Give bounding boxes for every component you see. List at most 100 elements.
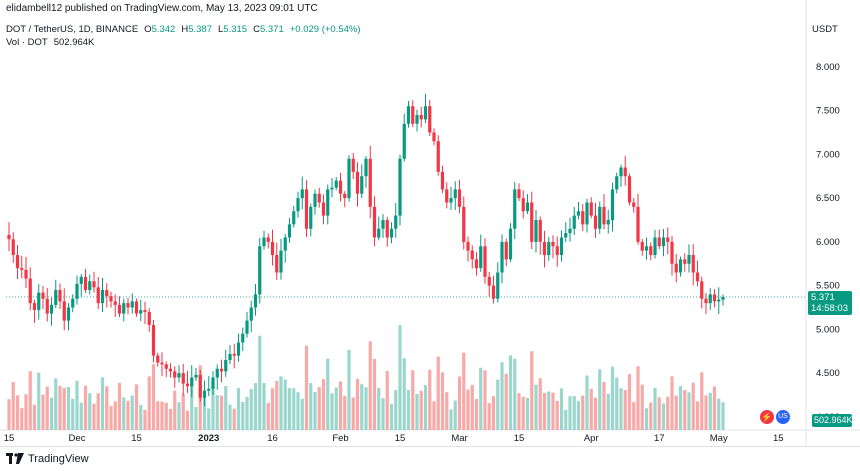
tradingview-logo[interactable]: TradingView bbox=[6, 453, 89, 465]
volume-bar bbox=[147, 376, 151, 430]
volume-bar bbox=[615, 377, 619, 430]
volume-bar bbox=[151, 364, 156, 430]
candle-body bbox=[347, 158, 351, 199]
candle-body bbox=[270, 241, 275, 255]
candle-body bbox=[712, 294, 717, 302]
volume-label[interactable]: Vol · DOT bbox=[6, 37, 48, 48]
volume-bar bbox=[100, 377, 105, 430]
x-tick-label: 15 bbox=[395, 433, 406, 444]
x-tick-label: Apr bbox=[584, 433, 599, 444]
candle-body bbox=[644, 246, 649, 251]
volume-bar bbox=[309, 383, 313, 430]
volume-bar bbox=[20, 408, 24, 430]
candle-body bbox=[466, 241, 470, 251]
candle-body bbox=[258, 246, 262, 295]
us-flag-icon[interactable]: US bbox=[776, 410, 790, 424]
candle-body bbox=[504, 241, 508, 260]
volume-bar bbox=[508, 355, 513, 430]
volume-bar bbox=[695, 401, 700, 430]
volume-bar bbox=[721, 402, 725, 430]
candle-body bbox=[653, 237, 657, 255]
candle-body bbox=[147, 311, 151, 325]
volume-bar bbox=[653, 387, 657, 430]
volume-bar bbox=[666, 396, 670, 430]
candle-body bbox=[581, 211, 585, 225]
ohlc-high: H5.387 bbox=[181, 24, 212, 35]
volume-bar bbox=[479, 367, 483, 430]
volume-bar bbox=[551, 392, 555, 430]
price-chart[interactable]: 8.000 7.500 7.000 6.500 6.000 5.500 5.000 4.500… bbox=[0, 0, 860, 446]
candle-body bbox=[534, 220, 538, 242]
candle-body bbox=[402, 123, 406, 159]
price-axis-currency[interactable]: USDT bbox=[812, 24, 838, 35]
candle-body bbox=[525, 202, 530, 212]
candle-body bbox=[20, 268, 24, 270]
candle-body bbox=[309, 206, 313, 229]
symbol-title[interactable]: DOT / TetherUS, 1D, BINANCE bbox=[6, 24, 139, 35]
candle-body bbox=[521, 198, 525, 212]
candle-body bbox=[177, 373, 181, 378]
volume-bar bbox=[75, 380, 79, 430]
volume-bar bbox=[691, 382, 695, 430]
volume-bar bbox=[79, 402, 83, 430]
volume-bar bbox=[708, 393, 712, 430]
volume-axis-tag: 502.964K bbox=[812, 414, 853, 427]
candle-body bbox=[695, 272, 700, 282]
volume-bar bbox=[134, 384, 139, 430]
candle-body bbox=[143, 310, 147, 312]
dividends-badge-icon[interactable]: ⚡ bbox=[760, 410, 774, 424]
candle-body bbox=[100, 290, 105, 304]
candle-body bbox=[88, 281, 92, 290]
volume-bar bbox=[32, 404, 37, 430]
candle-body bbox=[113, 301, 117, 305]
volume-bar bbox=[228, 404, 232, 430]
candle-body bbox=[164, 364, 168, 369]
candle-body bbox=[457, 189, 462, 207]
volume-bar bbox=[11, 382, 15, 430]
candle-body bbox=[691, 255, 695, 273]
candle-body bbox=[279, 250, 283, 273]
volume-bar bbox=[627, 374, 632, 430]
volume-bar bbox=[585, 375, 589, 430]
x-tick-label: Dec bbox=[69, 433, 86, 444]
candle-body bbox=[496, 272, 500, 299]
candle-body bbox=[168, 368, 173, 372]
candle-body bbox=[232, 353, 236, 356]
candle-body bbox=[173, 371, 177, 378]
volume-bar bbox=[122, 397, 126, 430]
volume-bar bbox=[449, 409, 453, 430]
candle-body bbox=[674, 263, 678, 273]
volume-bar bbox=[245, 396, 249, 430]
candle-body bbox=[610, 189, 615, 220]
volume-bar bbox=[96, 393, 100, 430]
candle-body bbox=[151, 325, 156, 356]
current-price-tag: 5.371 14:58:03 bbox=[808, 291, 852, 315]
y-tick-label: 6.500 bbox=[816, 193, 840, 204]
candle-body bbox=[470, 250, 474, 260]
volume-bar bbox=[470, 384, 474, 430]
volume-bar bbox=[640, 384, 644, 430]
candle-body bbox=[513, 189, 517, 229]
volume-bar bbox=[547, 391, 551, 430]
candle-body bbox=[678, 259, 683, 273]
volume-bar bbox=[377, 387, 381, 430]
volume-bar bbox=[88, 393, 92, 430]
volume-bar bbox=[62, 387, 66, 430]
candle-body bbox=[296, 198, 300, 212]
volume-bar bbox=[45, 386, 49, 430]
x-tick-label: May bbox=[710, 433, 728, 444]
candle-body bbox=[721, 297, 725, 300]
volume-bar bbox=[177, 402, 181, 430]
x-tick-label: Mar bbox=[451, 433, 467, 444]
candle-body bbox=[559, 237, 564, 255]
volume-bar bbox=[661, 403, 666, 430]
candle-body bbox=[372, 206, 377, 238]
candle-body bbox=[368, 158, 372, 207]
candle-body bbox=[360, 176, 364, 194]
volume-bar bbox=[423, 385, 428, 430]
volume-bar bbox=[185, 410, 190, 430]
volume-bar bbox=[394, 390, 398, 430]
volume-bar bbox=[105, 386, 109, 430]
candle-body bbox=[275, 255, 279, 273]
volume-bar bbox=[253, 383, 258, 430]
